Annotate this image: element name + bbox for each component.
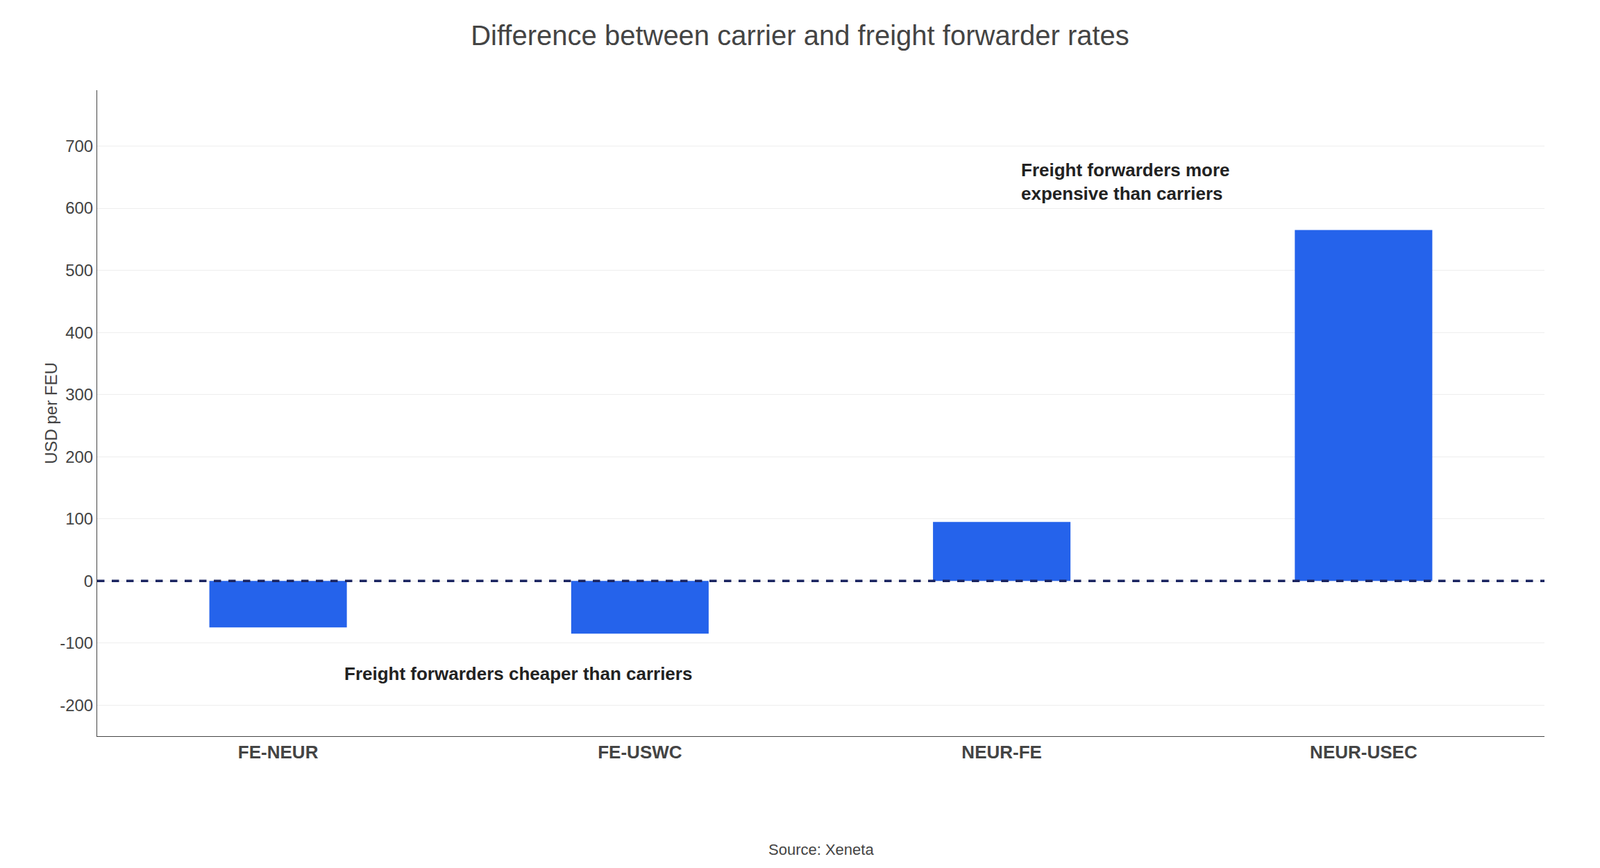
svg-text:700: 700: [65, 136, 94, 156]
svg-text:NEUR-USEC: NEUR-USEC: [1309, 742, 1418, 763]
svg-text:400: 400: [65, 323, 94, 343]
svg-text:Freight forwarders cheaper tha: Freight forwarders cheaper than carriers: [344, 663, 693, 685]
svg-text:Source: Xeneta: Source: Xeneta: [768, 841, 874, 859]
svg-text:Difference between carrier and: Difference between carrier and freight f…: [470, 20, 1130, 51]
svg-text:-200: -200: [59, 696, 94, 715]
svg-text:Freight forwarders moreexpensi: Freight forwarders moreexpensive than ca…: [1021, 159, 1231, 205]
svg-text:FE-NEUR: FE-NEUR: [238, 742, 319, 763]
svg-text:NEUR-FE: NEUR-FE: [961, 742, 1042, 763]
svg-text:500: 500: [65, 260, 94, 280]
svg-text:USD per FEU: USD per FEU: [41, 362, 61, 465]
svg-text:100: 100: [65, 509, 94, 529]
svg-text:600: 600: [65, 198, 94, 218]
svg-text:FE-USWC: FE-USWC: [597, 742, 683, 763]
svg-text:-100: -100: [59, 633, 94, 653]
svg-text:300: 300: [65, 385, 94, 404]
svg-text:0: 0: [83, 571, 94, 591]
svg-text:200: 200: [65, 447, 94, 467]
